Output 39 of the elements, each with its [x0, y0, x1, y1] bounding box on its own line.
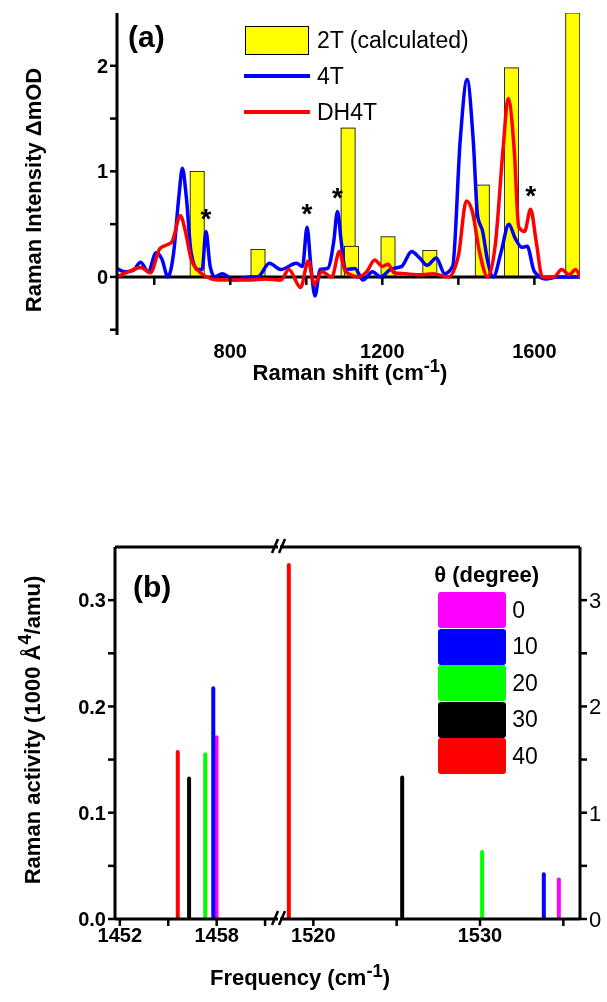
legend-title: θ (degree)	[434, 562, 539, 588]
y2-tick-label: 1	[589, 800, 602, 826]
annotation: *	[301, 198, 313, 230]
bar	[480, 849, 485, 919]
legend-label: DH4T	[317, 98, 378, 126]
y2-tick-label: 0	[589, 906, 602, 932]
bar	[211, 686, 216, 919]
text: (b)	[133, 570, 172, 603]
bar	[286, 562, 291, 919]
y-tick-label: 0.2	[78, 695, 106, 718]
legend-label: 4T	[317, 62, 344, 90]
x-tick-label: 1458	[194, 924, 239, 947]
y2-tick-label: 2	[589, 694, 602, 720]
chart-title: (a)	[128, 20, 165, 53]
x-tick-label: 800	[213, 340, 247, 363]
y2-tick-label: 3	[589, 587, 602, 613]
y-tick-label: 0.3	[78, 589, 106, 612]
bar	[556, 877, 561, 919]
legend-label: 30	[512, 706, 538, 734]
y-tick-label: 1	[96, 160, 108, 183]
bar	[175, 750, 180, 919]
legend-label: 10	[512, 633, 538, 661]
bar	[214, 735, 219, 919]
y-tick-label: 0	[96, 266, 108, 289]
bar	[541, 872, 546, 919]
x-axis-title: Frequency (cm$^{-1}$)	[208, 960, 392, 991]
legend-label: 20	[512, 669, 538, 697]
annotation: *	[525, 180, 537, 212]
legend-label: 2T (calculated)	[317, 26, 469, 54]
y-tick-label: 2	[96, 54, 108, 77]
legend-label: 40	[512, 742, 538, 770]
bar	[565, 13, 580, 278]
x-tick-label: 1520	[291, 924, 336, 947]
legend-label: 0	[512, 596, 525, 624]
x-tick-label: 1600	[512, 340, 557, 363]
y-tick-label: 0.1	[78, 801, 106, 824]
bar	[203, 752, 208, 919]
x-tick-label: 1530	[457, 924, 503, 947]
y-axis-title: Raman Intensity ΔmOD	[20, 67, 47, 313]
